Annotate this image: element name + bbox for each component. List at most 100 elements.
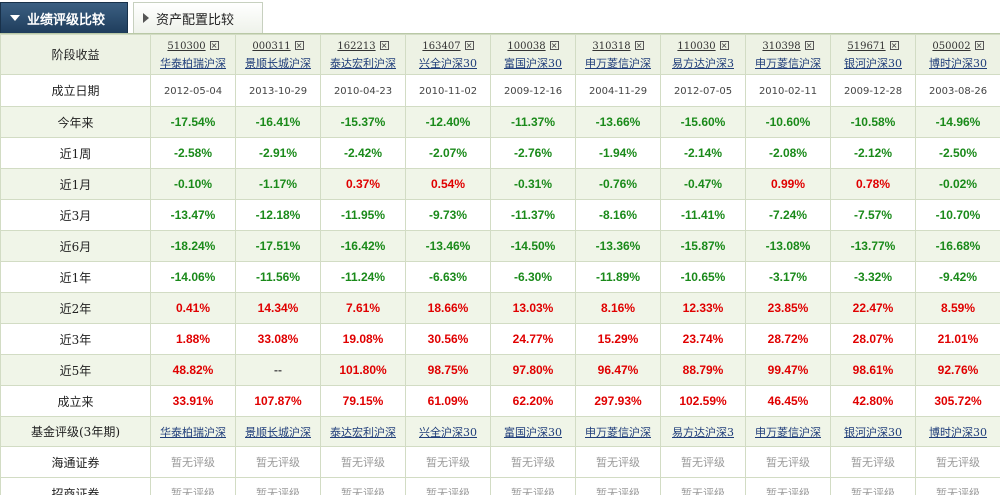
- remove-fund-icon[interactable]: ×: [379, 40, 389, 50]
- remove-fund-icon[interactable]: ×: [209, 40, 219, 50]
- remove-fund-icon[interactable]: ×: [464, 40, 474, 50]
- established-date: 2009-12-28: [843, 86, 903, 97]
- row-label: 近6月: [0, 230, 151, 262]
- return-value: -9.73%: [428, 208, 468, 222]
- return-cell: -15.37%: [320, 106, 406, 138]
- return-cell: -13.47%: [150, 199, 236, 231]
- return-cell: -9.42%: [915, 261, 1000, 293]
- return-cell: -2.08%: [745, 137, 831, 169]
- return-cell: -11.89%: [575, 261, 661, 293]
- fund-name-link[interactable]: 申万菱信沪深: [585, 56, 651, 70]
- fund-name-link[interactable]: 申万菱信沪深: [585, 425, 651, 439]
- return-cell: -0.31%: [490, 168, 576, 200]
- agency-rating-cell: 暂无评级: [405, 446, 491, 478]
- date-cell: 2003-08-26: [915, 74, 1000, 107]
- fund-name-link[interactable]: 华泰柏瑞沪深: [160, 425, 226, 439]
- return-value: -14.96%: [935, 115, 981, 129]
- remove-fund-icon[interactable]: ×: [804, 40, 814, 50]
- return-value: -10.65%: [680, 270, 726, 284]
- return-value: 8.59%: [940, 301, 976, 315]
- return-value: -11.37%: [510, 115, 556, 129]
- fund-name-link[interactable]: 兴全沪深30: [419, 56, 477, 70]
- fund-name-link[interactable]: 申万菱信沪深: [755, 56, 821, 70]
- return-cell: 0.78%: [830, 168, 916, 200]
- return-cell: 28.07%: [830, 323, 916, 355]
- row-label: 近3月: [0, 199, 151, 231]
- return-cell: -2.07%: [405, 137, 491, 169]
- return-value: 15.29%: [597, 332, 639, 346]
- return-row: 近1周 -2.58% -2.91% -2.42% -2.07% -2.76% -1.94% -…: [0, 137, 1000, 169]
- no-rating-text: 暂无评级: [171, 487, 215, 495]
- return-cell: 88.79%: [660, 354, 746, 386]
- remove-fund-icon[interactable]: ×: [634, 40, 644, 50]
- return-value: -2.08%: [768, 146, 808, 160]
- return-cell: 96.47%: [575, 354, 661, 386]
- date-cell: 2013-10-29: [235, 74, 321, 107]
- return-value: 22.47%: [852, 301, 894, 315]
- return-value: -11.24%: [340, 270, 386, 284]
- return-cell: -10.70%: [915, 199, 1000, 231]
- fund-name-link[interactable]: 银河沪深30: [844, 56, 902, 70]
- row-label: 成立日期: [0, 74, 151, 107]
- remove-fund-icon[interactable]: ×: [549, 40, 559, 50]
- established-date: 2010-02-11: [758, 86, 818, 97]
- return-value: --: [274, 363, 282, 377]
- remove-fund-icon[interactable]: ×: [974, 40, 984, 50]
- return-cell: -17.51%: [235, 230, 321, 262]
- tab-performance-rating[interactable]: 业绩评级比较: [0, 2, 128, 33]
- return-cell: -0.76%: [575, 168, 661, 200]
- return-cell: -11.41%: [660, 199, 746, 231]
- remove-fund-icon[interactable]: ×: [889, 40, 899, 50]
- date-cell: 2010-02-11: [745, 74, 831, 107]
- no-rating-text: 暂无评级: [766, 456, 810, 469]
- return-value: 0.99%: [770, 177, 806, 191]
- fund-name-link[interactable]: 兴全沪深30: [419, 425, 477, 439]
- fund-name-link[interactable]: 易方达沪深3: [672, 425, 734, 439]
- tab-bar: 业绩评级比较 资产配置比较: [0, 0, 1000, 34]
- fund-name-link[interactable]: 泰达宏利沪深: [330, 56, 396, 70]
- return-cell: -12.18%: [235, 199, 321, 231]
- no-rating-text: 暂无评级: [426, 456, 470, 469]
- fund-name-link[interactable]: 泰达宏利沪深: [330, 425, 396, 439]
- return-value: -0.10%: [173, 177, 213, 191]
- return-value: -2.76%: [513, 146, 553, 160]
- no-rating-text: 暂无评级: [256, 456, 300, 469]
- return-cell: -0.47%: [660, 168, 746, 200]
- fund-name-link[interactable]: 易方达沪深3: [672, 56, 734, 70]
- return-cell: -8.16%: [575, 199, 661, 231]
- row-label: 近3年: [0, 323, 151, 355]
- fund-name-link[interactable]: 华泰柏瑞沪深: [160, 56, 226, 70]
- established-date: 2009-12-16: [503, 86, 563, 97]
- tab-asset-allocation[interactable]: 资产配置比较: [133, 2, 263, 33]
- fund-name-link[interactable]: 银河沪深30: [844, 425, 902, 439]
- fund-name-link[interactable]: 景顺长城沪深: [245, 425, 311, 439]
- fund-name-link[interactable]: 申万菱信沪深: [755, 425, 821, 439]
- agency-rating-cell: 暂无评级: [660, 446, 746, 478]
- return-cell: -11.95%: [320, 199, 406, 231]
- remove-fund-icon[interactable]: ×: [719, 40, 729, 50]
- return-value: -0.31%: [513, 177, 553, 191]
- return-cell: -16.41%: [235, 106, 321, 138]
- rating-fund-cell: 富国沪深30: [490, 416, 576, 447]
- return-cell: -12.40%: [405, 106, 491, 138]
- row-label: 成立来: [0, 385, 151, 417]
- return-value: 297.93%: [594, 394, 642, 408]
- return-value: -13.47%: [170, 208, 216, 222]
- return-value: 102.59%: [679, 394, 727, 408]
- fund-name-link[interactable]: 富国沪深30: [504, 425, 562, 439]
- row-label: 基金评级(3年期): [0, 416, 151, 447]
- return-value: 0.41%: [175, 301, 211, 315]
- no-rating-text: 暂无评级: [766, 487, 810, 495]
- remove-fund-icon[interactable]: ×: [294, 40, 304, 50]
- return-value: -17.51%: [255, 239, 301, 253]
- caret-down-icon: [10, 15, 20, 21]
- fund-name-link[interactable]: 博时沪深30: [929, 56, 987, 70]
- fund-name-link[interactable]: 富国沪深30: [504, 56, 562, 70]
- return-value: -7.57%: [853, 208, 893, 222]
- agency-rating-cell: 暂无评级: [150, 446, 236, 478]
- fund-name-link[interactable]: 博时沪深30: [929, 425, 987, 439]
- return-cell: 33.08%: [235, 323, 321, 355]
- return-cell: -13.66%: [575, 106, 661, 138]
- fund-name-link[interactable]: 景顺长城沪深: [245, 56, 311, 70]
- return-row: 近6月 -18.24% -17.51% -16.42% -13.46% -14.50% -1…: [0, 230, 1000, 262]
